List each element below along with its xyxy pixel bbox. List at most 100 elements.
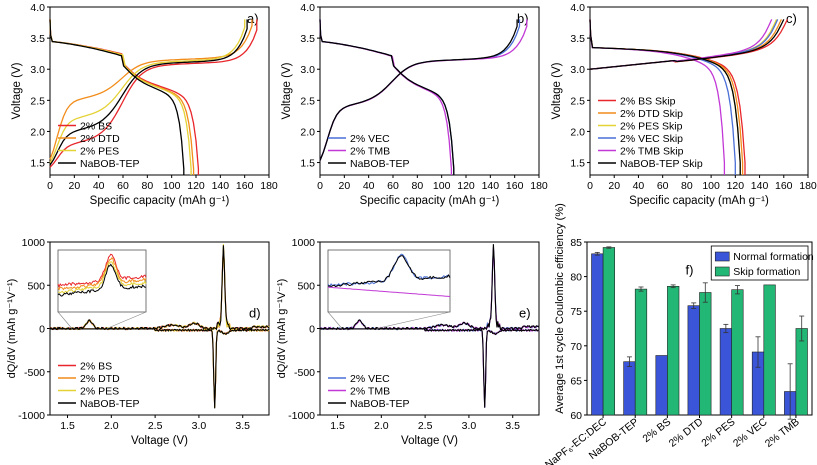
- dqdv-discharge-tep: [50, 328, 270, 409]
- panel-label: b): [517, 11, 529, 26]
- x-axis-label: Voltage (V): [401, 435, 458, 447]
- x-tick-label: 0: [317, 180, 323, 192]
- x-tick-label: 3.0: [462, 420, 477, 432]
- charge-curve-tep: [589, 19, 785, 70]
- dqdv-discharge-tep: [320, 328, 540, 408]
- x-tick-label: 140: [212, 180, 230, 192]
- y-tick-label: 4.0: [570, 2, 585, 14]
- legend-label: 2% VEC: [350, 133, 390, 145]
- legend-label: 2% DTD: [80, 133, 120, 145]
- y-axis-label: Voltage (V): [551, 62, 563, 119]
- y-tick-label: 1000: [292, 237, 316, 249]
- panel-e: 1.5 2.0 2.5 3.0 3.5 -1000 -500 0 500 1000 Voltage …: [276, 237, 540, 447]
- legend-label: 2% PES: [80, 386, 119, 398]
- inset-connector: [327, 311, 343, 329]
- y-tick-label: 75: [570, 306, 582, 318]
- y-tick-label: 4.0: [30, 2, 45, 14]
- bar-skip-4: [731, 289, 744, 416]
- x-tick-label: 2.5: [148, 420, 163, 432]
- panel-c: 0 20 40 60 80 100 120 140 160 180 1.5 2.0 2.5 3.0 3.5 4…: [551, 2, 817, 207]
- y-tick-label: 2.5: [300, 95, 315, 107]
- plot-frame: [319, 6, 540, 176]
- x-tick-label: 0: [587, 180, 593, 192]
- inset-curve-tep: [57, 263, 147, 297]
- panel-label: f): [686, 263, 694, 278]
- y-tick-label: 3.5: [300, 33, 315, 45]
- legend-label: 2% TMB: [350, 386, 390, 398]
- legend-label: 2% VEC: [350, 373, 390, 385]
- x-tick-label: 20: [608, 180, 620, 192]
- x-tick-label: 60: [117, 180, 129, 192]
- y-axis-label: Voltage (V): [281, 62, 293, 119]
- x-axis-label: Specific capacity (mAh g⁻¹): [360, 195, 500, 207]
- legend-label: NaBOB-TEP Skip: [620, 158, 703, 170]
- x-tick-label: 20: [68, 180, 80, 192]
- y-tick-label: 3.5: [570, 33, 585, 45]
- inset-curve-pes: [57, 261, 147, 294]
- y-tick-label: 65: [570, 375, 582, 387]
- legend-label: 2% VEC Skip: [620, 133, 683, 145]
- x-tick-label: 60: [387, 180, 399, 192]
- x-tick-label: 3.5: [235, 420, 250, 432]
- x-tick-label: 2.0: [374, 420, 389, 432]
- x-tick-label: 100: [163, 180, 181, 192]
- y-tick-label: 2.0: [570, 126, 585, 138]
- bar-normal-3: [687, 305, 700, 416]
- x-tick-label: 160: [775, 180, 793, 192]
- legend-label: 2% PES Skip: [620, 121, 683, 133]
- y-tick-label: -1000: [18, 410, 45, 422]
- bar-normal-0: [591, 253, 604, 416]
- bar-skip-6: [795, 328, 808, 416]
- y-tick-label: 2.5: [30, 95, 45, 107]
- legend-label: NaBOB-TEP: [80, 398, 140, 410]
- y-tick-label: -500: [24, 367, 45, 379]
- x-tick-label: 160: [506, 180, 524, 192]
- x-tick-label: 120: [187, 180, 205, 192]
- y-tick-label: 3.5: [30, 33, 45, 45]
- panel-label: e): [519, 306, 531, 321]
- x-tick-label: 40: [363, 180, 375, 192]
- inset-curve-tmb: [327, 286, 451, 297]
- x-axis-label: Voltage (V): [131, 435, 188, 447]
- x-axis-label: Specific capacity (mAh g⁻¹): [629, 195, 769, 207]
- x-axis-label: Specific capacity (mAh g⁻¹): [90, 195, 230, 207]
- y-axis-label: dQ/dV (mAh g⁻¹V⁻¹): [276, 279, 288, 379]
- inset-curve-bs: [57, 253, 147, 289]
- x-tick-label: 120: [727, 180, 745, 192]
- charge-curve-bs: [589, 19, 788, 70]
- x-tick-label: 1.5: [60, 420, 75, 432]
- x-tick-label: 3.0: [192, 420, 207, 432]
- charge-curve-pes: [49, 19, 246, 164]
- inset-curve-tep: [327, 255, 451, 288]
- x-tick-label: 160: [236, 180, 254, 192]
- y-tick-label: 500: [27, 280, 45, 292]
- legend-label: 2% DTD Skip: [620, 108, 683, 120]
- x-tick-label: 80: [681, 180, 693, 192]
- x-tick-label: 120: [457, 180, 475, 192]
- panel-f: 60 65 70 75 80 85 Average 1st cycle Coulombic …: [543, 203, 814, 465]
- x-tick-label: 2% DTD: [667, 416, 706, 450]
- y-tick-label: -1000: [288, 410, 315, 422]
- y-tick-label: 2.0: [30, 126, 45, 138]
- legend-swatch: [714, 251, 730, 262]
- y-tick-label: 80: [570, 272, 582, 284]
- legend-label: 2% BS: [80, 361, 112, 373]
- charge-curve-vec: [589, 19, 779, 70]
- panel-label: a): [247, 11, 259, 26]
- panel-a: 0 20 40 60 80 100 120 140 160 180 1.5 2.0 2.5 3.0 3.5 4…: [11, 2, 278, 207]
- y-tick-label: 1.5: [30, 158, 45, 170]
- x-tick-label: 2% VEC: [731, 416, 770, 450]
- x-tick-label: 100: [702, 180, 720, 192]
- y-tick-label: 2.5: [570, 95, 585, 107]
- legend-label: 2% PES: [80, 146, 119, 158]
- plot-frame: [589, 6, 809, 176]
- y-tick-label: 0: [309, 324, 315, 336]
- bar-normal-2: [655, 355, 668, 416]
- x-tick-label: 2% PES: [699, 416, 737, 450]
- dqdv-charge-tep: [50, 245, 270, 331]
- x-tick-label: 140: [751, 180, 769, 192]
- y-tick-label: 2.0: [300, 126, 315, 138]
- legend-label: 2% BS Skip: [620, 96, 676, 108]
- y-tick-label: 1.5: [570, 158, 585, 170]
